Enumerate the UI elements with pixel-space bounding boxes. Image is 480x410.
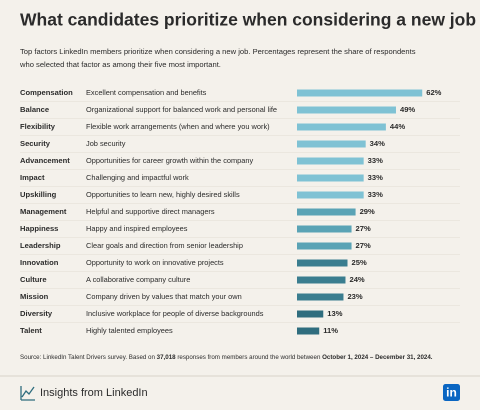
category-label: Impact [20, 173, 45, 182]
value-label: 11% [323, 326, 338, 335]
category-label: Mission [20, 292, 49, 301]
description: Opportunities to learn new, highly desir… [86, 190, 240, 199]
category-label: Balance [20, 105, 49, 114]
bar [297, 89, 423, 97]
category-label: Flexibility [20, 122, 56, 131]
bar [297, 242, 352, 250]
value-label: 33% [368, 156, 383, 165]
category-label: Culture [20, 275, 47, 284]
description: Job security [86, 139, 126, 148]
description: Company driven by values that match your… [86, 292, 242, 301]
source-text: 37,018 [157, 354, 176, 361]
value-label: 33% [368, 190, 383, 199]
value-label: 27% [356, 224, 371, 233]
category-label: Leadership [20, 241, 61, 250]
bar [297, 327, 320, 335]
bar [297, 310, 324, 318]
category-label: Compensation [20, 88, 73, 97]
description: Opportunity to work on innovative projec… [86, 258, 224, 267]
category-label: Innovation [20, 258, 59, 267]
value-label: 33% [368, 173, 383, 182]
bar [297, 259, 348, 267]
source-text: October 1, 2024 – December 31, 2024. [322, 354, 433, 361]
value-label: 25% [352, 258, 367, 267]
chart-title: What candidates prioritize when consider… [20, 10, 476, 30]
description: Highly talented employees [86, 326, 173, 335]
bar [297, 225, 352, 233]
linkedin-logo [443, 384, 460, 401]
description: Clear goals and direction from senior le… [86, 241, 243, 250]
bar [297, 106, 396, 114]
category-label: Security [20, 139, 51, 148]
value-label: 44% [390, 122, 405, 131]
source: Source: LinkedIn Talent Drivers survey. … [20, 354, 433, 361]
description: Excellent compensation and benefits [86, 88, 207, 97]
description: Happy and inspired employees [86, 224, 188, 233]
logo-text: in [446, 386, 457, 400]
value-label: 23% [347, 292, 362, 301]
source-text: responses from members around the world … [176, 354, 323, 361]
value-label: 24% [349, 275, 364, 284]
category-label: Advancement [20, 156, 70, 165]
bar [297, 276, 346, 284]
bar [297, 157, 364, 165]
subtitle: who selected that factor as among their … [19, 60, 221, 69]
subtitle: Top factors LinkedIn members prioritize … [20, 47, 416, 56]
value-label: 13% [327, 309, 342, 318]
source-text: Source: LinkedIn Talent Drivers survey. … [20, 354, 157, 361]
bar [297, 123, 386, 131]
category-label: Upskilling [20, 190, 57, 199]
description: Challenging and impactful work [86, 173, 189, 182]
footer: Insights from LinkedIn [40, 387, 148, 399]
value-label: 62% [426, 88, 441, 97]
description: A collaborative company culture [86, 275, 190, 284]
description: Organizational support for balanced work… [86, 105, 277, 114]
value-label: 27% [356, 241, 371, 250]
value-label: 34% [370, 139, 385, 148]
description: Opportunities for career growth within t… [86, 156, 253, 165]
bar [297, 140, 366, 148]
bar [297, 174, 364, 182]
category-label: Diversity [20, 309, 53, 318]
bar [297, 208, 356, 216]
category-label: Management [20, 207, 67, 216]
bar [297, 191, 364, 199]
value-label: 49% [400, 105, 415, 114]
category-label: Happiness [20, 224, 58, 233]
value-label: 29% [360, 207, 375, 216]
description: Helpful and supportive direct managers [86, 207, 215, 216]
insights-icon [20, 386, 35, 401]
category-label: Talent [20, 326, 42, 335]
description: Inclusive workplace for people of divers… [86, 309, 264, 318]
description: Flexible work arrangements (when and whe… [86, 122, 270, 131]
bar [297, 293, 344, 301]
